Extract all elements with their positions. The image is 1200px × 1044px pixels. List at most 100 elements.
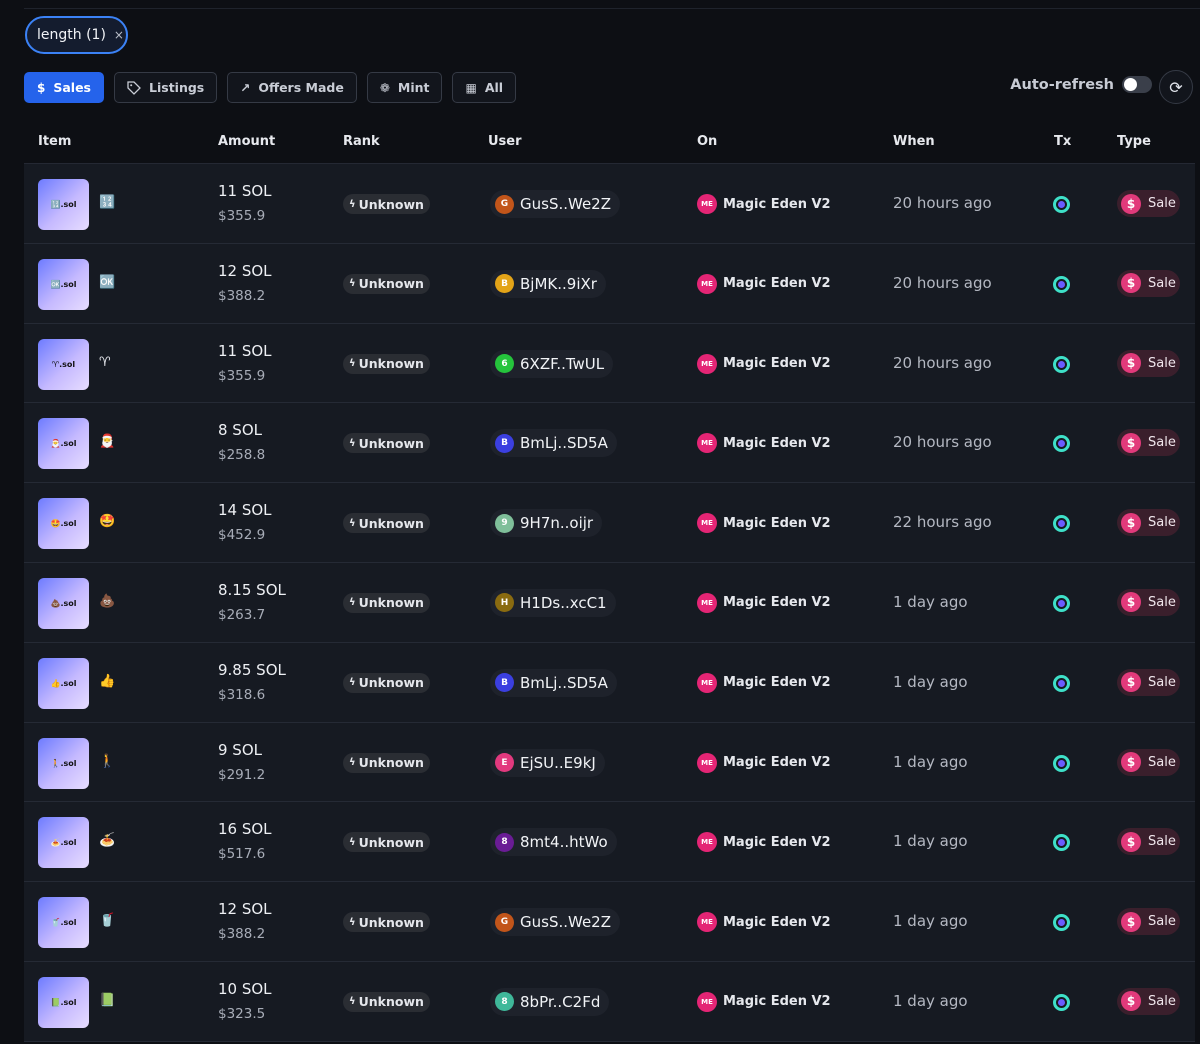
nft-thumbnail[interactable]: 🎅.sol xyxy=(38,418,89,470)
tx-explorer-icon[interactable] xyxy=(1053,754,1070,772)
user-chip[interactable]: G GusS..We2Z xyxy=(490,190,621,218)
header-type[interactable]: Type xyxy=(1117,134,1151,149)
table-row[interactable]: 🚶.sol 🚶 9 SOL $291.2 ϟ Unknown E EjSU..E… xyxy=(24,722,1195,803)
amount-usd: $388.2 xyxy=(218,926,266,943)
item-emoji: 🔢 xyxy=(99,195,116,210)
tab-offers-made[interactable]: ↗ Offers Made xyxy=(227,72,357,103)
marketplace: ME Magic Eden V2 xyxy=(697,672,831,693)
type-label: Sale xyxy=(1148,754,1176,770)
user-chip[interactable]: G GusS..We2Z xyxy=(490,908,621,937)
user-chip[interactable]: 8 8bPr..C2Fd xyxy=(490,987,610,1016)
auto-refresh-toggle[interactable] xyxy=(1122,76,1152,93)
item-emoji: 📗 xyxy=(99,992,116,1008)
amount-usd: $452.9 xyxy=(218,527,266,544)
user-chip[interactable]: B BjMK..9iXr xyxy=(490,269,606,298)
tab-sales[interactable]: $ Sales xyxy=(24,72,104,103)
magic-eden-icon: ME xyxy=(697,672,717,693)
type-badge: $ Sale xyxy=(1117,908,1180,936)
item-emoji: 🥤 xyxy=(99,913,116,929)
close-icon[interactable]: × xyxy=(113,28,124,42)
nft-thumbnail[interactable]: 🥤.sol xyxy=(38,897,89,949)
type-label: Sale xyxy=(1148,594,1176,610)
marketplace: ME Magic Eden V2 xyxy=(697,194,831,214)
user-chip[interactable]: B BmLj..SD5A xyxy=(490,429,617,458)
table-row[interactable]: 👍.sol 👍 9.85 SOL $318.6 ϟ Unknown B BmLj… xyxy=(24,642,1195,723)
dollar-icon: $ xyxy=(1121,432,1141,453)
table-row[interactable]: 🍝.sol 🍝 16 SOL $517.6 ϟ Unknown 8 8mt4..… xyxy=(24,802,1195,883)
item-emoji: 🍝 xyxy=(99,833,116,849)
amount-sol: 16 SOL xyxy=(218,820,272,839)
type-label: Sale xyxy=(1148,914,1176,930)
table-row[interactable]: 🎅.sol 🎅 8 SOL $258.8 ϟ Unknown B BmLj..S… xyxy=(24,403,1195,484)
user-chip[interactable]: H H1Ds..xcC1 xyxy=(490,588,616,617)
user-chip[interactable]: 8 8mt4..htWo xyxy=(490,828,617,857)
sale-time: 20 hours ago xyxy=(893,194,992,212)
tx-explorer-icon[interactable] xyxy=(1053,355,1070,373)
tx-explorer-icon[interactable] xyxy=(1053,594,1070,612)
nft-thumbnail[interactable]: ♈.sol xyxy=(38,338,89,390)
header-amount[interactable]: Amount xyxy=(218,134,276,149)
tab-listings[interactable]: Listings xyxy=(114,72,218,103)
table-row[interactable]: 💩.sol 💩 8.15 SOL $263.7 ϟ Unknown H H1Ds… xyxy=(24,562,1195,643)
tx-explorer-icon[interactable] xyxy=(1053,914,1070,932)
tx-explorer-icon[interactable] xyxy=(1053,435,1070,453)
nft-thumbnail[interactable]: 👍.sol xyxy=(38,657,89,709)
table-row[interactable]: 📗.sol 📗 10 SOL $323.5 ϟ Unknown 8 8bPr..… xyxy=(24,961,1195,1042)
tx-explorer-icon[interactable] xyxy=(1053,515,1070,533)
amount-usd: $323.5 xyxy=(218,1005,266,1022)
header-on[interactable]: On xyxy=(697,134,718,149)
header-user[interactable]: User xyxy=(488,134,522,149)
type-badge: $ Sale xyxy=(1117,588,1180,616)
type-label: Sale xyxy=(1148,515,1176,531)
amount-sol: 9 SOL xyxy=(218,740,262,759)
tab-mint[interactable]: ❁ Mint xyxy=(366,72,443,103)
header-rank[interactable]: Rank xyxy=(343,134,380,149)
header-tx[interactable]: Tx xyxy=(1054,134,1072,149)
tx-explorer-icon[interactable] xyxy=(1053,275,1070,293)
user-chip[interactable]: 9 9H7n..oijr xyxy=(490,509,603,538)
nft-thumbnail-label: 🚶.sol xyxy=(50,758,77,768)
table-row[interactable]: 🤩.sol 🤩 14 SOL $452.9 ϟ Unknown 9 9H7n..… xyxy=(24,483,1195,563)
table-row[interactable]: 🥤.sol 🥤 12 SOL $388.2 ϟ Unknown G GusS..… xyxy=(24,882,1195,962)
user-chip[interactable]: E EjSU..E9kJ xyxy=(490,748,605,777)
user-chip[interactable]: 6 6XZF..TwUL xyxy=(490,349,614,378)
item-emoji: ♈ xyxy=(99,354,111,370)
marketplace-name: Magic Eden V2 xyxy=(723,675,831,691)
filter-chip-length[interactable]: length (1) × xyxy=(25,16,128,54)
nft-thumbnail[interactable]: 🍝.sol xyxy=(38,817,89,869)
table-row[interactable]: ♈.sol ♈ 11 SOL $355.9 ϟ Unknown 6 6XZF..… xyxy=(24,323,1195,404)
tx-explorer-icon[interactable] xyxy=(1053,834,1070,852)
lightning-icon: ϟ xyxy=(349,437,356,449)
refresh-button[interactable]: ⟳ xyxy=(1159,70,1193,104)
type-badge: $ Sale xyxy=(1117,748,1180,776)
user-chip[interactable]: B BmLj..SD5A xyxy=(490,668,617,697)
marketplace-name: Magic Eden V2 xyxy=(723,914,831,930)
tab-offers-made-label: Offers Made xyxy=(258,80,344,95)
header-when[interactable]: When xyxy=(893,134,935,149)
nft-thumbnail[interactable]: 🆗.sol xyxy=(38,258,89,310)
dollar-icon: $ xyxy=(1121,512,1141,533)
table-row[interactable]: 🆗.sol 🆗 12 SOL $388.2 ϟ Unknown B BjMK..… xyxy=(24,243,1195,324)
amount-usd: $517.6 xyxy=(218,846,266,863)
header-item[interactable]: Item xyxy=(38,134,72,149)
user-address: H1Ds..xcC1 xyxy=(520,593,607,612)
nft-thumbnail[interactable]: 🤩.sol xyxy=(38,498,89,550)
rank-badge: ϟ Unknown xyxy=(343,433,430,454)
tx-explorer-icon[interactable] xyxy=(1053,993,1070,1011)
nft-thumbnail[interactable]: 🚶.sol xyxy=(38,737,89,789)
rank-label: Unknown xyxy=(358,994,424,1010)
nft-thumbnail[interactable]: 📗.sol xyxy=(38,976,89,1028)
tx-explorer-icon[interactable] xyxy=(1053,196,1070,213)
lightning-icon: ϟ xyxy=(349,198,356,210)
nft-thumbnail[interactable]: 🔢.sol xyxy=(38,179,89,230)
table-row[interactable]: 🔢.sol 🔢 11 SOL $355.9 ϟ Unknown G GusS..… xyxy=(24,164,1195,244)
auto-refresh-label: Auto-refresh xyxy=(1010,76,1114,93)
magic-eden-icon: ME xyxy=(697,353,717,374)
type-badge: $ Sale xyxy=(1117,190,1180,217)
sale-time: 1 day ago xyxy=(893,912,968,931)
tab-all[interactable]: ▦ All xyxy=(452,72,517,103)
tx-explorer-icon[interactable] xyxy=(1053,674,1070,692)
nft-thumbnail[interactable]: 💩.sol xyxy=(38,577,89,629)
rank-label: Unknown xyxy=(358,675,424,691)
marketplace-name: Magic Eden V2 xyxy=(723,356,831,372)
